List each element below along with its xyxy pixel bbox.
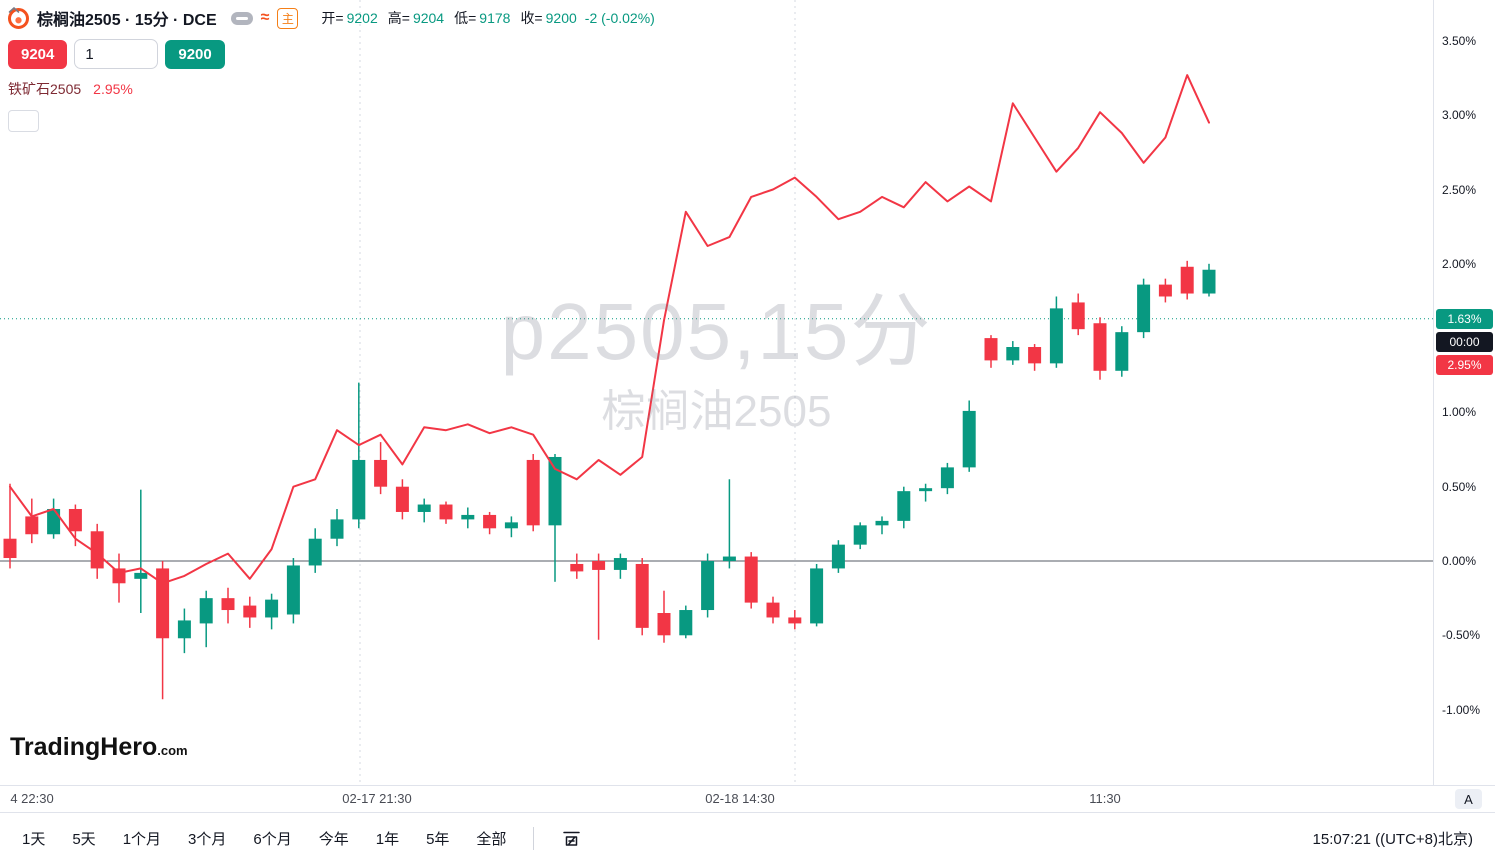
range-button-8[interactable]: 5年	[426, 831, 450, 848]
price-axis-label: 0.50%	[1442, 479, 1477, 494]
open-label: 开=	[321, 10, 344, 26]
low-label: 低=	[454, 10, 477, 26]
price-axis-label: -1.00%	[1442, 702, 1481, 717]
change-value: -2 (-0.02%)	[584, 10, 655, 26]
range-button-5[interactable]: 6个月	[253, 831, 292, 848]
quantity-input[interactable]	[74, 39, 159, 69]
range-button-1[interactable]: 1天	[22, 831, 46, 848]
chart-plot-area[interactable]: p2505,15分 棕榈油2505 棕榈油2505 · 15分 · DCE ≈ …	[0, 0, 1433, 785]
sell-price-button[interactable]: 9204	[8, 39, 68, 69]
low-value: 9178	[479, 10, 511, 26]
brand-name: TradingHero	[10, 733, 158, 761]
collapse-header-button[interactable]	[8, 7, 39, 132]
auto-scale-button[interactable]: A	[1455, 789, 1482, 809]
toolbar-divider	[533, 827, 535, 850]
app-logo-icon	[8, 7, 29, 29]
range-button-4[interactable]: 3个月	[188, 831, 227, 848]
range-button-2[interactable]: 5天	[72, 831, 96, 848]
symbol-title[interactable]: 棕榈油2505 · 15分 · DCE	[37, 12, 217, 29]
approx-wave-icon[interactable]: ≈	[260, 9, 270, 26]
price-axis-label: 2.50%	[1442, 182, 1477, 197]
time-axis-label: 02-18 14:30	[705, 791, 775, 806]
bottom-toolbar: 1天 5天 1个月 3个月 6个月 今年 1年 5年 全部 15:07:21 ((UTC+8)北…	[0, 812, 1495, 864]
range-button-6[interactable]: 今年	[318, 831, 349, 848]
ohlc-readout: 开= 9202 高= 9204 低= 9178 收= 9200 -2 (-0.02%)	[314, 8, 654, 28]
chart-region: p2505,15分 棕榈油2505 棕榈油2505 · 15分 · DCE ≈ …	[0, 0, 1495, 785]
price-axis-label: 2.00%	[1442, 256, 1477, 271]
time-axis[interactable]: A 4 22:30 02-17 21:30 02-18 14:30 11:30	[0, 785, 1495, 812]
time-axis-label: 4 22:30	[10, 791, 54, 806]
close-value: 9200	[545, 10, 577, 26]
chart-header: 棕榈油2505 · 15分 · DCE ≈ 主 开= 9202 高= 9204 低=…	[8, 6, 655, 132]
range-buttons: 1天 5天 1个月 3个月 6个月 今年 1年 5年 全部	[22, 828, 506, 849]
time-axis-label: 02-17 21:30	[342, 791, 412, 806]
pill-dash-icon[interactable]	[230, 11, 253, 25]
range-button-7[interactable]: 1年	[375, 831, 400, 848]
close-label: 收=	[520, 10, 543, 26]
candlestick-chart[interactable]	[0, 0, 1433, 785]
price-axis-label: 3.00%	[1442, 108, 1477, 123]
time-axis-label: 11:30	[1089, 791, 1121, 806]
last-price-badge: 1.63%	[1436, 308, 1493, 329]
open-value: 9202	[346, 10, 378, 26]
high-label: 高=	[387, 10, 410, 26]
edit-icon[interactable]	[561, 828, 582, 849]
high-value: 9204	[412, 10, 445, 26]
clock-readout: 15:07:21 ((UTC+8)北京)	[1312, 831, 1473, 848]
main-contract-badge[interactable]: 主	[277, 7, 299, 29]
compare-symbol-label[interactable]: 铁矿石2505	[8, 81, 82, 97]
buy-price-button[interactable]: 9200	[165, 39, 225, 69]
brand-tld: .com	[157, 743, 188, 758]
price-axis-label: 1.00%	[1442, 405, 1477, 420]
chevron-up-icon	[8, 7, 20, 13]
compare-price-badge: 2.95%	[1436, 354, 1493, 375]
range-button-9[interactable]: 全部	[476, 831, 507, 848]
range-button-3[interactable]: 1个月	[122, 831, 162, 848]
tradinghero-logo: TradingHero.com	[10, 733, 188, 762]
price-axis-label: -0.50%	[1442, 628, 1481, 643]
price-axis[interactable]: 3.50% 3.00% 2.50% 2.00% 1.00% 0.50% 0.00% -0.50…	[1433, 0, 1495, 785]
price-axis-label: 0.00%	[1442, 554, 1477, 568]
countdown-badge: 00:00	[1436, 331, 1493, 352]
price-axis-label: 3.50%	[1442, 33, 1477, 48]
compare-change-value: 2.95%	[93, 81, 133, 97]
